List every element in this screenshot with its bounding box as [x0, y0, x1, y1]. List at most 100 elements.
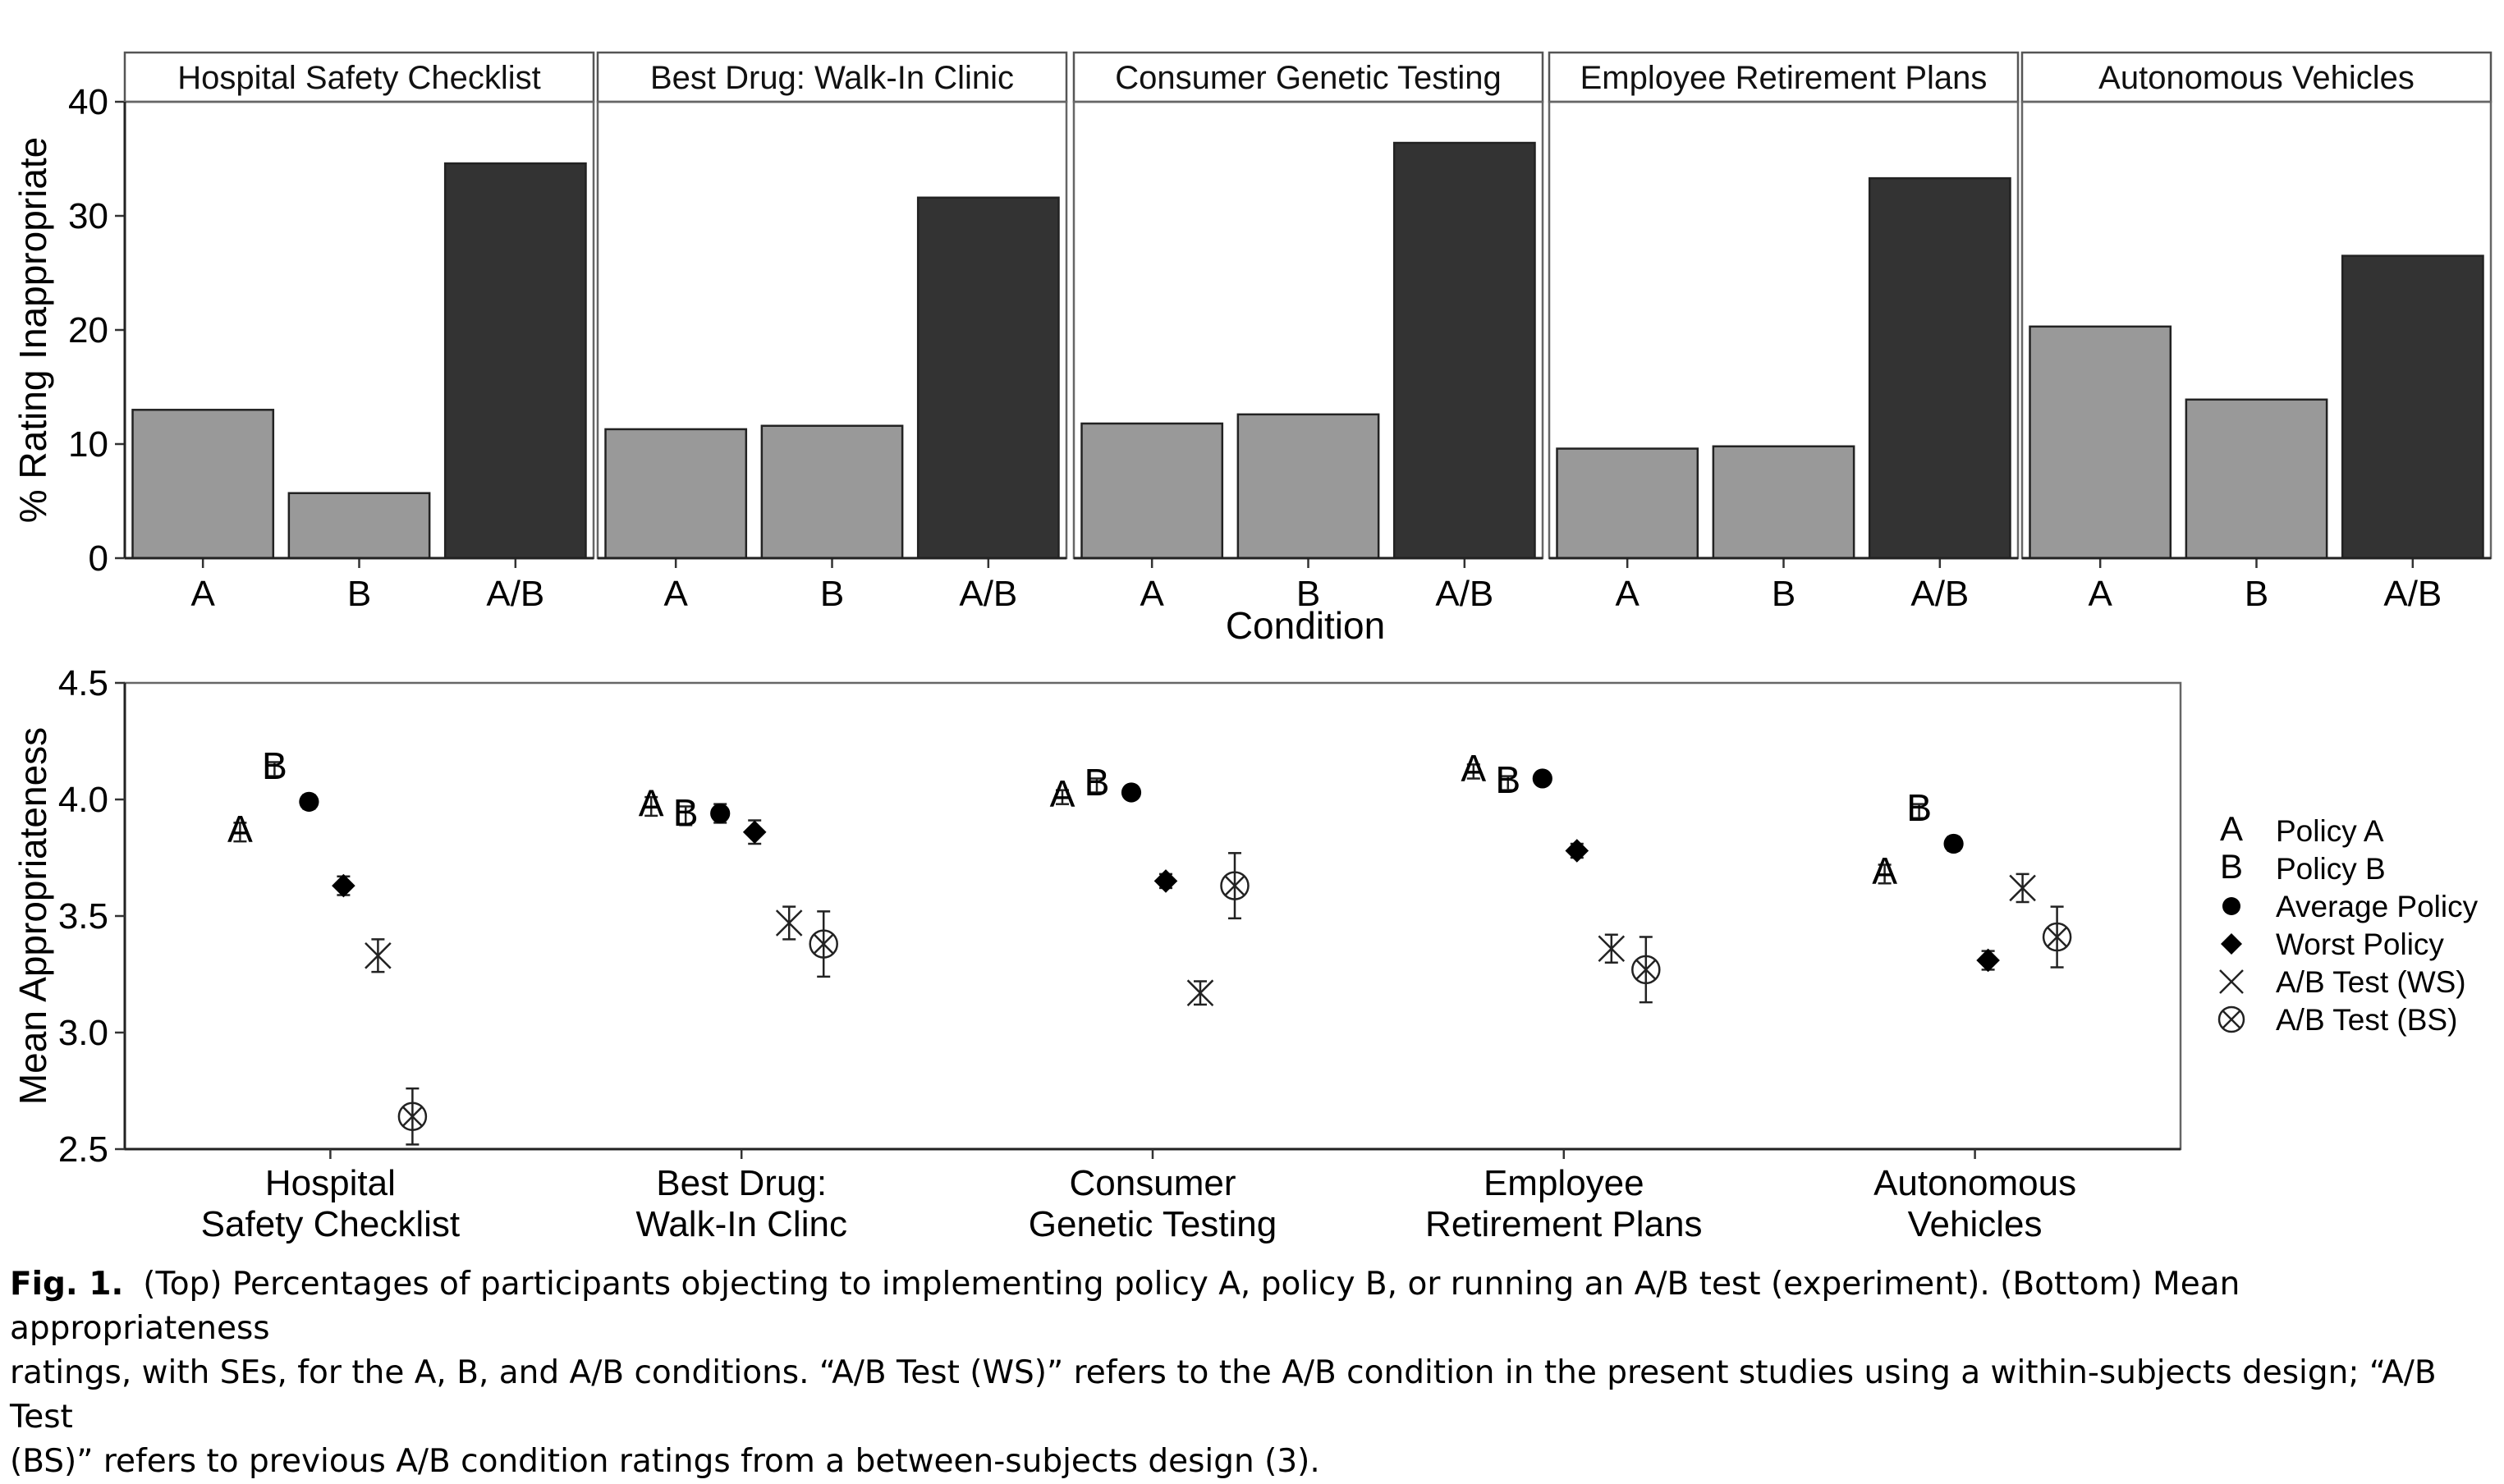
y-tick-label: 2.5 [58, 1129, 108, 1170]
bar [1080, 422, 1224, 560]
marker-letter: A [1050, 772, 1075, 815]
marker-x-stroke [2009, 874, 2036, 902]
x-tick-label: B [347, 574, 371, 614]
facet-title: Autonomous Vehicles [2098, 60, 2415, 96]
legend-label: A/B Test (BS) [2276, 1003, 2457, 1037]
legend-key [2221, 933, 2242, 955]
facet-title: Consumer Genetic Testing [1115, 60, 1502, 96]
x-tick-label: Autonomous [1873, 1163, 2076, 1203]
bar [760, 424, 904, 560]
x-tick-label: A/B [959, 574, 1017, 614]
bar [1556, 447, 1699, 560]
marker-dot [1121, 782, 1142, 803]
x-tick-label: A [663, 574, 688, 614]
bar [1236, 413, 1380, 560]
marker-letter: B [1085, 761, 1110, 804]
x-tick-label: Safety Checklist [201, 1204, 460, 1244]
marker-x-stroke [401, 1106, 423, 1127]
caption-line-2: ratings, with SEs, for the A, B, and A/B… [10, 1354, 2437, 1436]
marker-letter: A [1872, 850, 1897, 892]
series-policy-b: B B B B B [262, 744, 1932, 834]
bar [131, 409, 275, 560]
x-tick-label: A [190, 574, 215, 614]
legend-key: A [2220, 809, 2243, 848]
x-tick-label: Retirement Plans [1425, 1204, 1702, 1244]
marker-x-stroke [1635, 959, 1657, 980]
x-tick-label: Best Drug: [656, 1163, 827, 1203]
bar-chart-panels: 0 10 20 30 40 % Rating Inappropriate Hospital … [11, 51, 2493, 647]
bar [2029, 325, 2172, 560]
marker-letter: A [1461, 747, 1486, 790]
marker-x-stroke [813, 933, 834, 955]
marker-diamond [1153, 869, 1178, 893]
x-tick-label: A/B [2383, 574, 2442, 614]
marker-diamond [742, 820, 767, 845]
x-tick-label: A/B [1435, 574, 1493, 614]
x-tick-label: A [2088, 574, 2112, 614]
x-tick-label: B [1296, 574, 1320, 614]
data-point [1598, 935, 1626, 963]
data-point [365, 941, 392, 969]
bar [1868, 176, 2011, 560]
caption-line-3: (BS)” refers to previous A/B condition r… [10, 1443, 1320, 1480]
x-tick-label: Hospital [265, 1163, 396, 1203]
marker-dot [1943, 833, 1964, 854]
x-tick-label: A/B [486, 574, 544, 614]
y-tick-label: 30 [68, 196, 108, 236]
legend: A Policy A B Policy B Average Policy Worst Po… [2217, 809, 2479, 1037]
marker-letter: B [2220, 847, 2243, 886]
marker-x-stroke [1224, 875, 1245, 896]
marker-ring [1220, 871, 1250, 900]
y-tick-label: 40 [68, 82, 108, 122]
series-a-b-test-ws- [365, 873, 2036, 1007]
data-point [1186, 979, 1214, 1007]
data-point: B [1495, 758, 1520, 801]
facet-title: Best Drug: Walk-In Clinic [650, 60, 1014, 96]
marker-diamond [1565, 839, 1589, 863]
x-tick-label: B [1772, 574, 1795, 614]
marker-letter: A [227, 808, 253, 850]
legend-key [2217, 1005, 2245, 1033]
series-worst-policy [332, 819, 2000, 973]
data-point [1121, 782, 1142, 803]
series-policy-a: A A A A A [227, 747, 1897, 892]
y-tick-label: 4.0 [58, 780, 108, 820]
data-point [2042, 922, 2072, 952]
marker-x-stroke [2047, 927, 2068, 947]
figure-caption: Fig. 1. (Top) Percentages of participants… [10, 1262, 2489, 1484]
y-axis-label: % Rating Inappropriate [11, 137, 54, 524]
x-tick-label: A/B [1910, 574, 1969, 614]
data-point: A [1461, 747, 1486, 790]
bar [916, 196, 1060, 560]
data-point: A [1050, 772, 1075, 815]
x-tick-label: Genetic Testing [1029, 1204, 1277, 1244]
marker-dot [1532, 768, 1552, 789]
marker-diamond [2221, 933, 2242, 955]
x-tick-label: B [820, 574, 844, 614]
marker-letter: B [1495, 758, 1520, 801]
caption-line-1: (Top) Percentages of participants object… [10, 1266, 2240, 1347]
facet-strip [123, 51, 595, 103]
y-tick-label: 3.0 [58, 1013, 108, 1053]
series-average-policy [299, 768, 1964, 854]
legend-key: B [2220, 847, 2243, 886]
marker-ring [397, 1102, 428, 1131]
facet-strip [2020, 51, 2493, 103]
bar [2341, 254, 2484, 560]
facet-strip [1548, 51, 2020, 103]
data-point [1532, 768, 1552, 789]
series-a-b-test-bs- [397, 852, 2072, 1146]
data-point [775, 909, 803, 937]
x-tick-label: A [1140, 574, 1164, 614]
data-point [332, 873, 355, 898]
marker-x-stroke [2219, 969, 2244, 994]
marker-dot [299, 791, 319, 812]
legend-key [2219, 969, 2244, 994]
bar [1392, 141, 1536, 560]
facet-strip [1072, 51, 1544, 103]
marker-ring [1631, 955, 1661, 985]
legend-label: Worst Policy [2276, 928, 2444, 961]
x-tick-label: Consumer [1070, 1163, 1236, 1203]
data-point [397, 1102, 428, 1131]
